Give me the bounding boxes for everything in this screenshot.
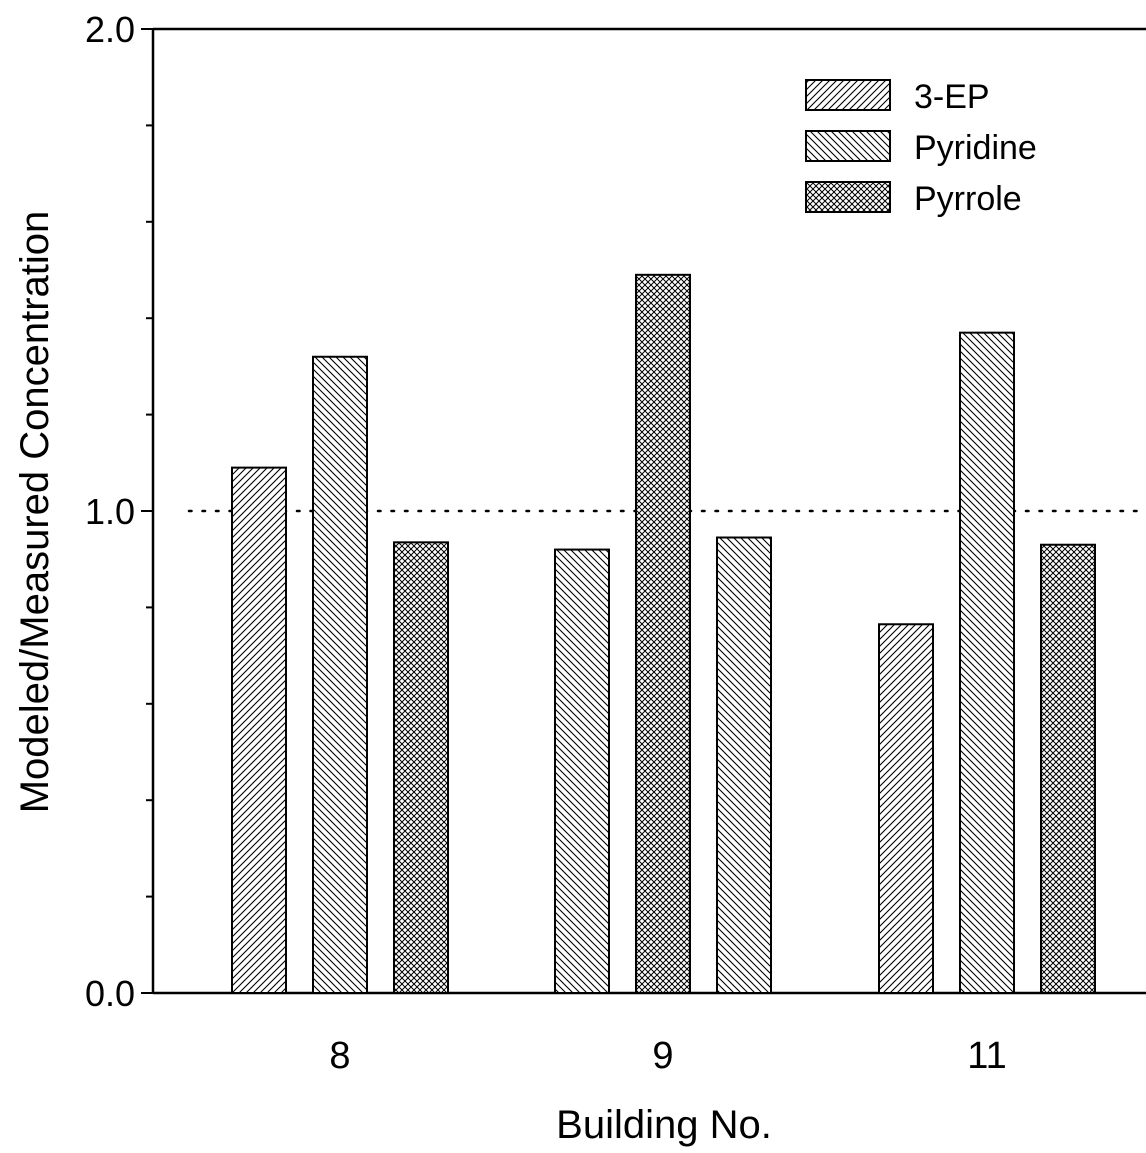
x-tick-label: 9 <box>652 1035 673 1077</box>
legend-label: 3-EP <box>914 78 990 116</box>
bar-11-1 <box>959 331 1015 995</box>
legend-swatch <box>805 79 891 111</box>
y-axis-title: Modeled/Measured Concentration <box>13 211 57 814</box>
legend-swatch <box>805 181 891 213</box>
y-tick-label: 2.0 <box>85 9 135 50</box>
bar-8-1 <box>312 355 368 994</box>
bar-11-0 <box>878 623 934 995</box>
bar-9-2 <box>716 536 772 994</box>
legend-swatch <box>805 130 891 162</box>
x-tick-label: 11 <box>967 1035 1006 1077</box>
legend-label: Pyridine <box>914 129 1037 167</box>
y-tick-label: 0.0 <box>85 973 135 1014</box>
y-tick-label: 1.0 <box>85 491 135 532</box>
x-axis-title: Building No. <box>556 1103 772 1147</box>
bar-11-2 <box>1040 543 1096 994</box>
bar-8-2 <box>393 541 449 995</box>
bar-8-0 <box>231 466 287 994</box>
x-tick-label: 8 <box>329 1035 350 1077</box>
legend-label: Pyrrole <box>914 180 1022 218</box>
bar-9-1 <box>635 273 691 994</box>
bar-9-0 <box>554 548 610 994</box>
